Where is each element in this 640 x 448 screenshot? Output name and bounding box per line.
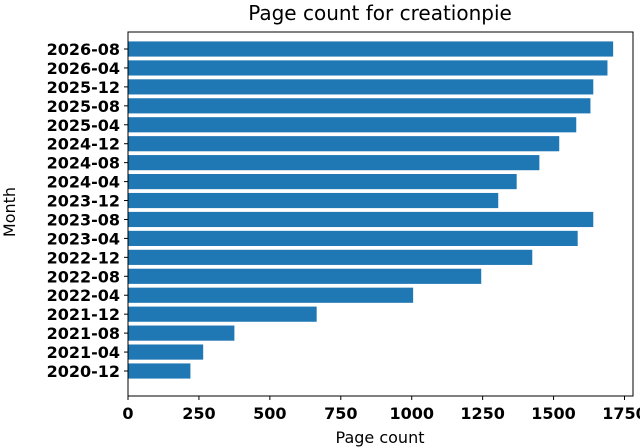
bar-2023-08 [128,211,594,228]
y-tick-label: 2023-04 [47,229,120,248]
bar-2024-12 [128,136,560,152]
y-tick-label: 2024-08 [47,154,120,173]
y-tick-label: 2022-08 [47,267,120,286]
x-tick-label: 1500 [531,404,576,423]
bar-2024-04 [128,174,517,190]
y-tick-label: 2024-12 [47,135,120,154]
y-tick-label: 2023-08 [47,210,120,229]
y-tick-label: 2025-12 [47,78,120,97]
bar-2026-08 [128,41,614,57]
bar-2025-12 [128,79,594,95]
bar-2021-08 [128,325,235,341]
x-tick-label: 1750 [602,404,640,423]
bar-2023-04 [128,230,578,246]
x-tick-label: 500 [253,404,286,423]
bar-2020-12 [128,363,191,379]
bars-group [128,41,614,379]
x-axis-label: Page count [336,428,425,447]
bar-2022-12 [128,249,533,265]
bar-2022-04 [128,287,414,303]
x-tick-label: 0 [122,404,133,423]
bar-2024-08 [128,155,540,171]
bar-2021-04 [128,344,204,360]
y-tick-label: 2022-04 [47,286,120,305]
y-tick-label: 2022-12 [47,248,120,267]
y-tick-label: 2026-04 [47,59,120,78]
y-tick-label: 2021-08 [47,324,120,343]
bar-2025-08 [128,98,591,114]
y-axis-ticks: 2020-122021-042021-082021-122022-042022-… [47,40,128,381]
plot-frame [127,31,634,397]
y-tick-label: 2021-12 [47,305,120,324]
chart-title: Page count for creationpie [248,1,512,25]
y-tick-label: 2021-04 [47,343,120,362]
y-axis-label: Month [0,187,19,237]
bar-2022-08 [128,268,482,284]
y-tick-label: 2025-04 [47,116,120,135]
y-tick-label: 2025-08 [47,97,120,116]
y-tick-label: 2026-08 [47,40,120,59]
x-tick-label: 750 [324,404,357,423]
bar-2023-12 [128,192,499,209]
x-tick-label: 1250 [460,404,505,423]
bar-2026-04 [128,60,608,76]
y-tick-label: 2020-12 [47,362,120,381]
x-tick-label: 1000 [389,404,434,423]
y-tick-label: 2023-12 [47,192,120,211]
x-axis-ticks: 0 250 500 750 1000 1250 1500 1750 [122,396,640,423]
y-tick-label: 2024-04 [47,173,120,192]
bar-2021-12 [128,306,317,322]
x-tick-label: 250 [182,404,215,423]
bar-2025-04 [128,117,577,133]
